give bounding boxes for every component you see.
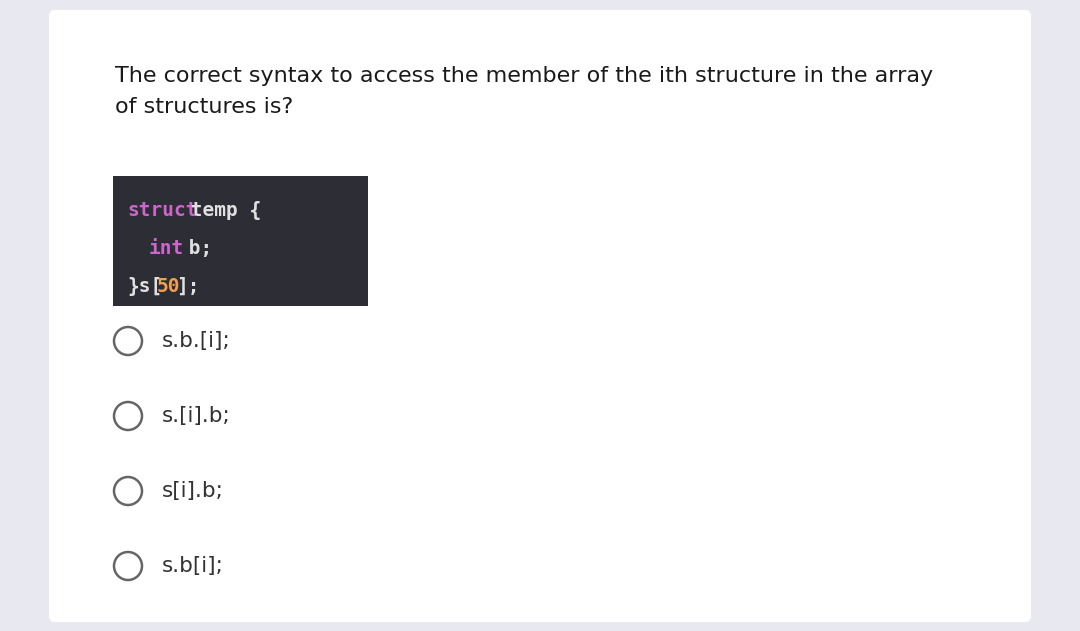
Circle shape (114, 552, 141, 580)
Text: int: int (149, 239, 185, 258)
Text: }s[: }s[ (127, 277, 162, 296)
FancyBboxPatch shape (113, 176, 368, 306)
Text: s.b.[i];: s.b.[i]; (162, 331, 231, 351)
Text: s[i].b;: s[i].b; (162, 481, 224, 501)
Text: s.b[i];: s.b[i]; (162, 556, 224, 576)
FancyBboxPatch shape (49, 10, 1031, 622)
Circle shape (114, 327, 141, 355)
Text: ];: ]; (176, 277, 200, 296)
Text: The correct syntax to access the member of the ith structure in the array
of str: The correct syntax to access the member … (114, 66, 933, 117)
Text: struct: struct (127, 201, 198, 220)
Text: b;: b; (177, 239, 213, 258)
Text: 50: 50 (157, 277, 180, 296)
Text: temp {: temp { (179, 201, 261, 220)
Circle shape (114, 402, 141, 430)
Text: s.[i].b;: s.[i].b; (162, 406, 231, 426)
Circle shape (114, 477, 141, 505)
